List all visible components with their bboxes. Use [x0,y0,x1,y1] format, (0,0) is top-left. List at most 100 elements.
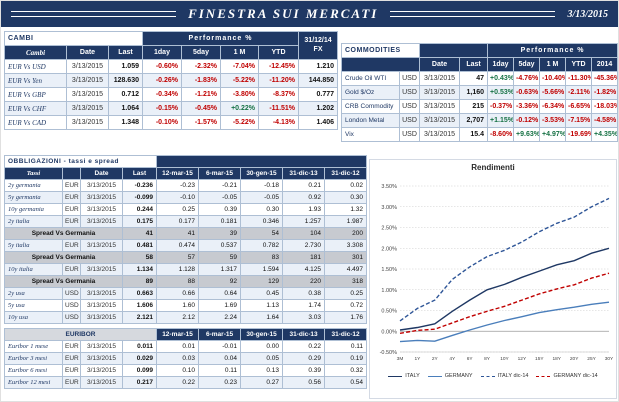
historic-value: 200 [324,227,367,240]
historic-value: 1.74 [282,299,325,312]
performance-value: -10.40% [539,71,567,86]
fx-value: 0.777 [298,87,339,102]
col-header-cambi: Cambi [4,45,67,60]
report-titlebar: FINESTRA SUI MERCATI 3/13/2015 [1,1,618,27]
performance-value: +9.63% [513,127,541,142]
performance-value: -7.15% [565,113,593,128]
legend-label: ITALY dic-14 [497,373,529,379]
commodities-table: COMMODITIES Performance % Date Last 1day… [340,43,619,142]
euribor-rows: Euribor 1 mese EUR 3/13/2015 0.011 0.01 -0.01… [4,340,368,389]
historic-value: 2.730 [282,239,325,252]
performance-value: +4.97% [539,127,567,142]
quote-date: 3/13/2015 [66,73,109,88]
cambi-row: EUR Vs CAD 3/13/2015 1.348 -0.10% -1.57% -5.2… [4,115,339,130]
instrument-name: 2y germania [4,179,63,192]
historic-value: 0.72 [324,299,367,312]
col-header-31dic12: 31-dic-12 [324,167,367,180]
performance-value: -0.12% [513,113,541,128]
historic-value: -0.21 [198,179,241,192]
currency: EUR [62,352,81,365]
historic-value: 129 [240,275,283,288]
quote-date: 3/13/2015 [66,87,109,102]
cambi-rows: EUR Vs USD 3/13/2015 1.059 -0.60% -2.32% -7.0… [4,59,339,130]
instrument-name: 10y germania [4,203,63,216]
historic-value: 0.29 [282,352,326,365]
cambi-performance-header: Performance % [141,31,300,46]
commodity-row: CRB Commodity USD 3/13/2015 215 -0.37% -3.36%… [341,99,619,114]
instrument-name: Crude Oil WTI [341,71,400,86]
historic-value: 0.537 [198,239,241,252]
instrument-name: Euribor 6 mesi [4,364,63,377]
y-tick-label: 1.50% [381,267,397,273]
legend-swatch [536,375,551,377]
historic-value: 0.64 [198,287,241,300]
performance-value: -2.32% [181,59,221,74]
obbligazioni-section-title: OBBLIGAZIONI - tassi e spread [4,155,157,168]
legend-item: ITALY dic-14 [480,373,529,379]
performance-value: -4.58% [591,113,619,128]
quote-date: 3/13/2015 [419,71,461,86]
x-tick-label: 18Y [552,356,561,362]
historic-value: 0.21 [282,179,325,192]
historic-value: 0.05 [240,352,284,365]
spread-label: Spread Vs Germania [4,275,123,288]
currency: USD [398,113,421,128]
col-header-6mar15: 6-mar-15 [198,167,241,180]
quote-date: 3/13/2015 [80,179,123,192]
last-value: 1.064 [108,101,143,116]
last-value: 1.348 [108,115,143,130]
instrument-name: EUR Vs USD [4,59,67,74]
performance-value: -3.36% [513,99,541,114]
historic-value: 0.13 [240,364,284,377]
last-value: 215 [459,99,489,114]
col-header-ccy [62,167,81,180]
quote-date: 3/13/2015 [80,215,123,228]
instrument-name: London Metal [341,113,400,128]
bond-row: 2y italia EUR 3/13/2015 0.175 0.177 0.181 0.34… [4,215,367,228]
historic-value: 0.45 [240,287,283,300]
historic-value: 0.23 [198,376,242,389]
euribor-row: Euribor 3 mesi EUR 3/13/2015 0.029 0.03 0.04 0… [4,352,368,365]
legend-item: ITALY [388,373,420,379]
performance-value: -1.57% [181,115,221,130]
cambi-row: EUR Vs Yen 3/13/2015 128.630 -0.26% -1.83% -5… [4,73,339,88]
x-tick-label: 10Y [500,356,509,362]
col-header-ytd: YTD [257,45,300,60]
last-value: 0.099 [121,364,158,377]
last-value: 58 [122,251,157,264]
historic-value: -0.10 [156,191,199,204]
performance-value: -7.04% [220,59,259,74]
performance-value: -5.66% [539,85,567,100]
quote-date: 3/13/2015 [80,364,123,377]
quote-date: 3/13/2015 [419,127,461,142]
col-header-31dic13: 31-dic-13 [282,328,326,341]
cambi-fx-header: 31/12/14 FX [298,31,339,60]
rendimenti-chart-section: Rendimenti -0.50% 0.00% 0.50% 1.00% 1.50% 2.0… [369,159,617,399]
chart-title: Rendimenti [471,163,515,172]
quote-date: 3/13/2015 [80,376,123,389]
historic-value: 0.03 [156,352,200,365]
x-tick-label: 20Y [570,356,579,362]
last-value: 0.011 [121,340,158,353]
historic-value: 54 [240,227,283,240]
cambi-section: CAMBI Performance % 31/12/14 FX Cambi Da… [4,31,339,130]
col-header-30gen15: 30-gen-15 [240,167,283,180]
performance-value: -11.30% [565,71,593,86]
series-italy [399,247,610,331]
legend-swatch [388,375,403,377]
instrument-name: 5y italia [4,239,63,252]
historic-value: 1.128 [156,263,199,276]
instrument-name: EUR Vs Yen [4,73,67,88]
fx-value: 1.202 [298,101,339,116]
quote-date: 3/13/2015 [80,287,123,300]
report-title: FINESTRA SUI MERCATI [188,6,379,21]
performance-value: -8.37% [257,87,300,102]
quote-date: 3/13/2015 [66,115,109,130]
euribor-row: Euribor 12 mesi EUR 3/13/2015 0.217 0.22 0.23… [4,376,368,389]
series-germany [399,301,610,343]
performance-value: -8.60% [487,127,515,142]
historic-value: 0.56 [282,376,326,389]
x-tick-label: 3M [397,356,404,362]
col-header-last: Last [108,45,143,60]
historic-value: 0.54 [324,376,368,389]
